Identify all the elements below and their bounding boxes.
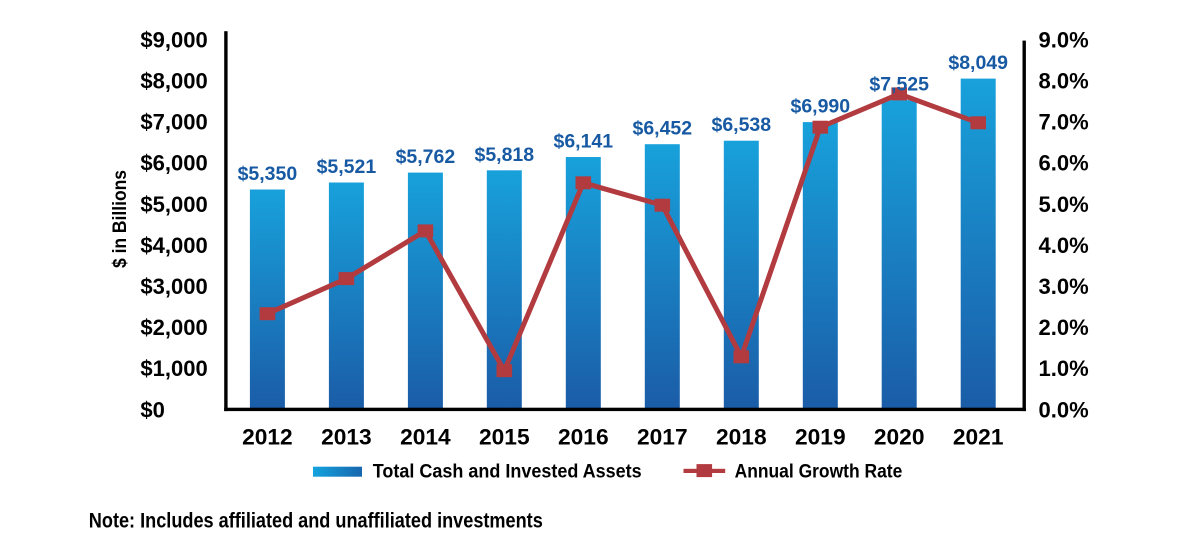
svg-text:$5,818: $5,818: [474, 144, 534, 166]
svg-text:$ in Billions: $ in Billions: [110, 170, 131, 268]
svg-text:$5,762: $5,762: [396, 146, 456, 168]
svg-text:9.0%: 9.0%: [1039, 27, 1089, 52]
svg-text:$6,452: $6,452: [632, 118, 692, 140]
svg-text:$1,000: $1,000: [140, 356, 207, 381]
svg-text:7.0%: 7.0%: [1039, 110, 1089, 135]
svg-text:6.0%: 6.0%: [1039, 151, 1089, 176]
svg-text:$7,525: $7,525: [869, 74, 929, 96]
svg-text:2014: 2014: [400, 425, 451, 450]
svg-text:Annual Growth Rate: Annual Growth Rate: [735, 461, 903, 483]
svg-text:1.0%: 1.0%: [1039, 356, 1089, 381]
svg-text:$5,000: $5,000: [140, 192, 207, 217]
svg-text:5.0%: 5.0%: [1039, 192, 1089, 217]
svg-text:$6,538: $6,538: [711, 114, 771, 136]
svg-text:2016: 2016: [558, 425, 609, 450]
svg-text:8.0%: 8.0%: [1039, 69, 1089, 94]
svg-text:$0: $0: [140, 397, 164, 422]
svg-text:2013: 2013: [321, 425, 372, 450]
svg-text:2012: 2012: [242, 425, 293, 450]
svg-text:$5,521: $5,521: [317, 156, 377, 178]
svg-text:2020: 2020: [874, 425, 925, 450]
svg-text:$4,000: $4,000: [140, 233, 207, 258]
svg-text:2018: 2018: [716, 425, 767, 450]
svg-text:0.0%: 0.0%: [1039, 397, 1089, 422]
svg-text:$7,000: $7,000: [140, 110, 207, 135]
svg-text:2019: 2019: [795, 425, 846, 450]
svg-text:$9,000: $9,000: [140, 27, 207, 52]
svg-text:4.0%: 4.0%: [1039, 233, 1089, 258]
svg-text:2017: 2017: [637, 425, 688, 450]
svg-text:$6,990: $6,990: [790, 96, 850, 118]
svg-text:3.0%: 3.0%: [1039, 274, 1089, 299]
svg-text:Total Cash and Invested Assets: Total Cash and Invested Assets: [373, 461, 642, 483]
svg-text:$6,141: $6,141: [553, 131, 613, 153]
svg-text:$3,000: $3,000: [140, 274, 207, 299]
svg-text:2015: 2015: [479, 425, 530, 450]
svg-text:2.0%: 2.0%: [1039, 315, 1089, 340]
svg-text:$8,000: $8,000: [140, 69, 207, 94]
svg-text:$5,350: $5,350: [238, 163, 298, 185]
svg-text:$2,000: $2,000: [140, 315, 207, 340]
svg-text:$6,000: $6,000: [140, 151, 207, 176]
svg-text:2021: 2021: [953, 425, 1004, 450]
svg-text:$8,049: $8,049: [948, 52, 1008, 74]
svg-text:Note: Includes affiliated and: Note: Includes affiliated and unaffiliat…: [89, 510, 543, 533]
